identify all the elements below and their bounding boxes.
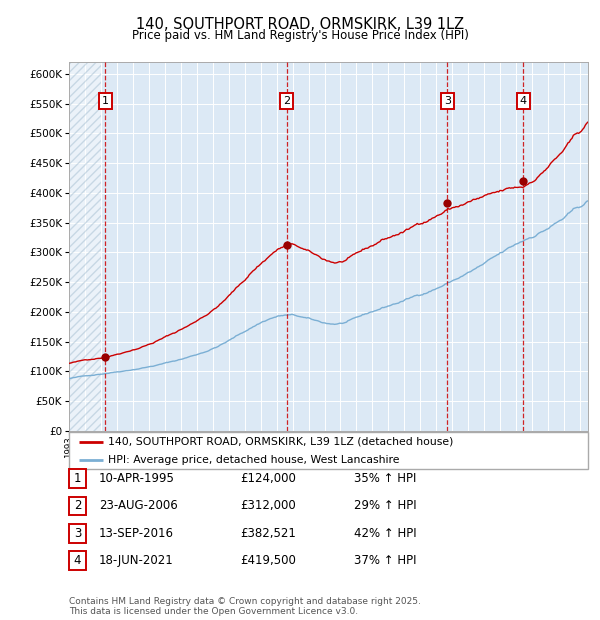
Text: 2: 2 [283,95,290,106]
Text: 18-JUN-2021: 18-JUN-2021 [99,554,174,567]
Text: 35% ↑ HPI: 35% ↑ HPI [354,472,416,485]
Text: 1: 1 [102,95,109,106]
Text: HPI: Average price, detached house, West Lancashire: HPI: Average price, detached house, West… [108,454,400,464]
Text: £312,000: £312,000 [240,500,296,512]
Text: £382,521: £382,521 [240,527,296,539]
Text: £419,500: £419,500 [240,554,296,567]
Text: 4: 4 [74,554,81,567]
Text: £124,000: £124,000 [240,472,296,485]
Text: 13-SEP-2016: 13-SEP-2016 [99,527,174,539]
Bar [69,62,101,431]
Text: 4: 4 [520,95,527,106]
Text: 1: 1 [74,472,81,485]
Text: 140, SOUTHPORT ROAD, ORMSKIRK, L39 1LZ (detached house): 140, SOUTHPORT ROAD, ORMSKIRK, L39 1LZ (… [108,437,454,447]
Text: 3: 3 [444,95,451,106]
Text: 29% ↑ HPI: 29% ↑ HPI [354,500,416,512]
Text: 42% ↑ HPI: 42% ↑ HPI [354,527,416,539]
Text: 37% ↑ HPI: 37% ↑ HPI [354,554,416,567]
Text: 3: 3 [74,527,81,539]
Text: 140, SOUTHPORT ROAD, ORMSKIRK, L39 1LZ: 140, SOUTHPORT ROAD, ORMSKIRK, L39 1LZ [136,17,464,32]
Text: 2: 2 [74,500,81,512]
Text: Contains HM Land Registry data © Crown copyright and database right 2025.: Contains HM Land Registry data © Crown c… [69,597,421,606]
Text: 10-APR-1995: 10-APR-1995 [99,472,175,485]
Text: 23-AUG-2006: 23-AUG-2006 [99,500,178,512]
Text: Price paid vs. HM Land Registry's House Price Index (HPI): Price paid vs. HM Land Registry's House … [131,29,469,42]
Text: This data is licensed under the Open Government Licence v3.0.: This data is licensed under the Open Gov… [69,607,358,616]
